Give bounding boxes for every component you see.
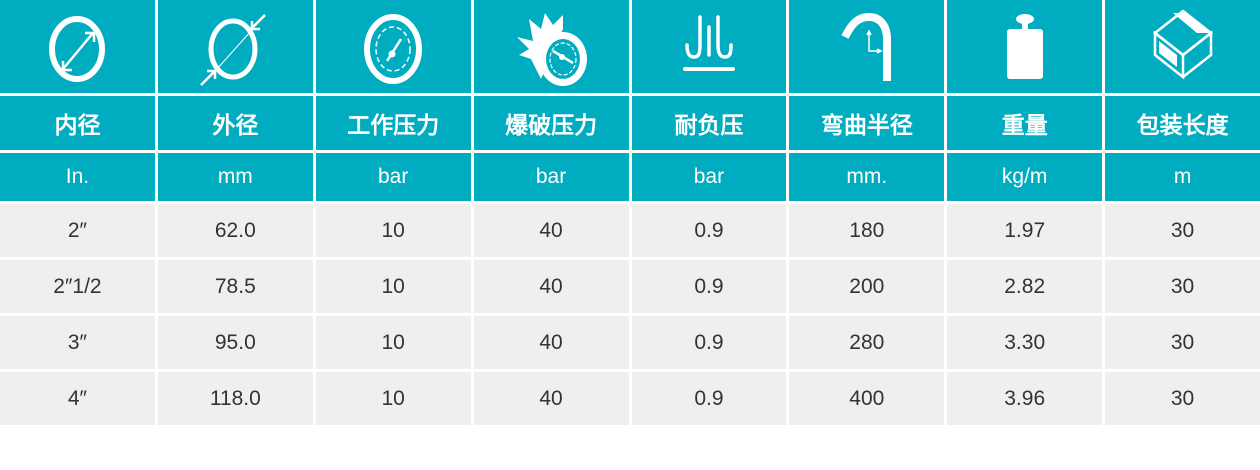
header-outer-diameter: 外径 bbox=[157, 96, 313, 150]
table-cell: 0.9 bbox=[631, 260, 787, 313]
header-inner-diameter: 内径 bbox=[0, 96, 155, 150]
table-cell: 30 bbox=[1105, 204, 1260, 257]
table-cell: 0.9 bbox=[631, 372, 787, 425]
table-cell: 4″ bbox=[0, 372, 155, 425]
table-cell: 3.96 bbox=[947, 372, 1103, 425]
table-cell: 78.5 bbox=[157, 260, 313, 313]
table-cell: 0.9 bbox=[631, 204, 787, 257]
working-pressure-gauge-icon bbox=[315, 0, 471, 93]
bend-radius-icon bbox=[789, 0, 945, 93]
table-cell: 10 bbox=[315, 316, 471, 369]
table-cell: 2″1/2 bbox=[0, 260, 155, 313]
unit-cell: bar bbox=[315, 153, 471, 201]
table-cell: 280 bbox=[789, 316, 945, 369]
header-vacuum: 耐负压 bbox=[631, 96, 787, 150]
table-cell: 10 bbox=[315, 372, 471, 425]
unit-cell: mm. bbox=[789, 153, 945, 201]
table-cell: 40 bbox=[473, 372, 629, 425]
package-box-icon bbox=[1105, 0, 1260, 93]
header-working-pressure: 工作压力 bbox=[315, 96, 471, 150]
unit-cell: kg/m bbox=[947, 153, 1103, 201]
table-cell: 200 bbox=[789, 260, 945, 313]
header-bend-radius: 弯曲半径 bbox=[789, 96, 945, 150]
vacuum-icon bbox=[631, 0, 787, 93]
table-cell: 30 bbox=[1105, 372, 1260, 425]
header-burst-pressure: 爆破压力 bbox=[473, 96, 629, 150]
weight-icon bbox=[947, 0, 1103, 93]
table-cell: 30 bbox=[1105, 316, 1260, 369]
table-cell: 62.0 bbox=[157, 204, 313, 257]
table-cell: 95.0 bbox=[157, 316, 313, 369]
header-weight: 重量 bbox=[947, 96, 1103, 150]
unit-cell: mm bbox=[157, 153, 313, 201]
table-cell: 1.97 bbox=[947, 204, 1103, 257]
table-cell: 40 bbox=[473, 316, 629, 369]
table-cell: 10 bbox=[315, 204, 471, 257]
table-cell: 40 bbox=[473, 260, 629, 313]
table-cell: 3″ bbox=[0, 316, 155, 369]
table-cell: 2″ bbox=[0, 204, 155, 257]
spec-table: 内径 外径 工作压力 爆破压力 耐负压 弯曲半径 重量 包装长度 In. mm … bbox=[0, 0, 1260, 425]
outer-diameter-icon bbox=[157, 0, 313, 93]
burst-pressure-icon bbox=[473, 0, 629, 93]
table-cell: 0.9 bbox=[631, 316, 787, 369]
table-cell: 400 bbox=[789, 372, 945, 425]
table-cell: 40 bbox=[473, 204, 629, 257]
table-cell: 180 bbox=[789, 204, 945, 257]
unit-cell: In. bbox=[0, 153, 155, 201]
table-cell: 10 bbox=[315, 260, 471, 313]
table-cell: 3.30 bbox=[947, 316, 1103, 369]
unit-cell: bar bbox=[631, 153, 787, 201]
unit-cell: bar bbox=[473, 153, 629, 201]
inner-diameter-icon bbox=[0, 0, 155, 93]
table-cell: 118.0 bbox=[157, 372, 313, 425]
unit-cell: m bbox=[1105, 153, 1260, 201]
header-length: 包装长度 bbox=[1105, 96, 1260, 150]
table-cell: 30 bbox=[1105, 260, 1260, 313]
table-cell: 2.82 bbox=[947, 260, 1103, 313]
